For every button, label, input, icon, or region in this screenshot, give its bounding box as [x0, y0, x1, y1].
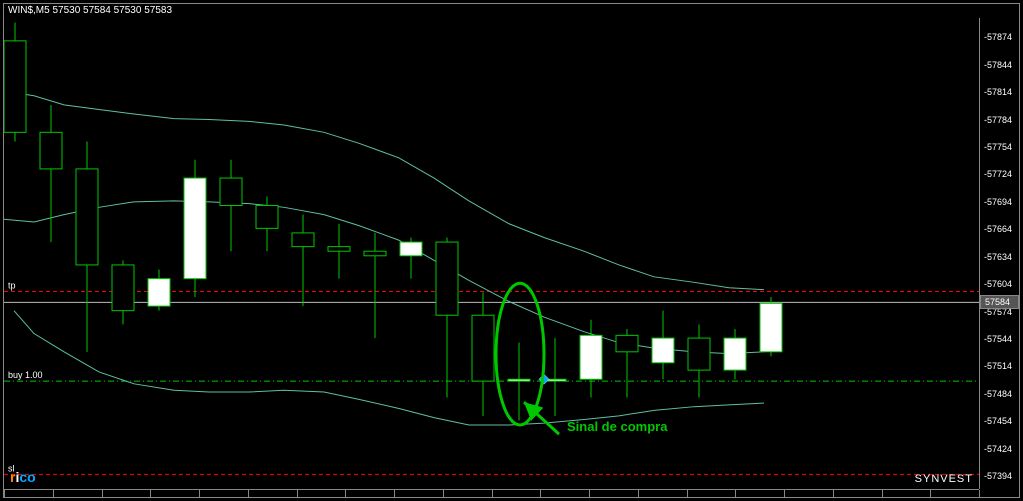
x-tick — [297, 490, 298, 497]
x-tick — [443, 490, 444, 497]
candle-body — [328, 247, 350, 252]
x-tick — [394, 490, 395, 497]
x-tick — [102, 490, 103, 497]
candle-body — [256, 205, 278, 228]
x-tick — [492, 490, 493, 497]
x-tick — [735, 490, 736, 497]
candle-body — [4, 41, 26, 132]
chart-window[interactable]: WIN$,M5 57530 57584 57530 57583 BE_START… — [3, 3, 1020, 498]
y-tick: -57634 — [980, 252, 1019, 262]
hline-label: tp — [8, 280, 16, 290]
x-tick — [150, 490, 151, 497]
current-price-box: 57584 — [980, 295, 1019, 309]
y-tick: -57694 — [980, 197, 1019, 207]
chart-title: WIN$,M5 57530 57584 57530 57583 — [4, 4, 1019, 18]
y-tick: -57874 — [980, 32, 1019, 42]
candle-body — [292, 233, 314, 247]
annotation-text: Sinal de compra — [567, 419, 667, 434]
y-tick: -57544 — [980, 334, 1019, 344]
x-tick — [638, 490, 639, 497]
candle-body — [580, 335, 602, 379]
band-upper — [4, 91, 764, 289]
y-axis: -57874 -57844 -57814 -57784 -57754 -57724 -576… — [979, 18, 1019, 489]
candle-body — [220, 178, 242, 205]
x-tick — [248, 490, 249, 497]
candle-body — [760, 303, 782, 351]
plot-area[interactable]: tpbuy 1.00sl — [4, 18, 979, 489]
x-tick — [979, 490, 980, 497]
y-tick: -57604 — [980, 279, 1019, 289]
y-tick: -57394 — [980, 471, 1019, 481]
y-tick: -57754 — [980, 142, 1019, 152]
logo-synvest: SYNVEST — [915, 473, 973, 485]
x-tick — [833, 490, 834, 497]
x-tick — [53, 490, 54, 497]
chart-svg: tpbuy 1.00sl — [4, 18, 979, 489]
y-tick: -57844 — [980, 60, 1019, 70]
y-tick: -57424 — [980, 444, 1019, 454]
logo-rico: rico — [10, 469, 36, 485]
candle-body — [40, 132, 62, 169]
y-tick: -57514 — [980, 361, 1019, 371]
y-tick: -57784 — [980, 115, 1019, 125]
candle-body — [436, 242, 458, 315]
candle-body — [400, 242, 422, 256]
candle-body — [616, 335, 638, 351]
candle-body — [724, 338, 746, 370]
candle-body — [652, 338, 674, 363]
candle-body — [76, 169, 98, 265]
x-axis — [4, 489, 979, 497]
candle-body — [688, 338, 710, 370]
candle-body — [112, 265, 134, 311]
x-tick — [4, 490, 5, 497]
x-tick — [540, 490, 541, 497]
x-tick — [199, 490, 200, 497]
x-tick — [882, 490, 883, 497]
y-tick: -57724 — [980, 169, 1019, 179]
x-tick — [930, 490, 931, 497]
x-tick — [784, 490, 785, 497]
x-tick — [345, 490, 346, 497]
candle-body — [508, 379, 530, 381]
y-tick: -57814 — [980, 87, 1019, 97]
candle-body — [364, 251, 386, 256]
hline-label: buy 1.00 — [8, 370, 43, 380]
x-tick — [687, 490, 688, 497]
candle-body — [472, 315, 494, 381]
x-tick — [589, 490, 590, 497]
annotation-circle — [496, 283, 544, 425]
band-lower — [14, 311, 764, 425]
y-tick: -57484 — [980, 389, 1019, 399]
candle-body — [184, 178, 206, 279]
y-tick: -57454 — [980, 416, 1019, 426]
candle-body — [148, 279, 170, 306]
y-tick: -57664 — [980, 224, 1019, 234]
